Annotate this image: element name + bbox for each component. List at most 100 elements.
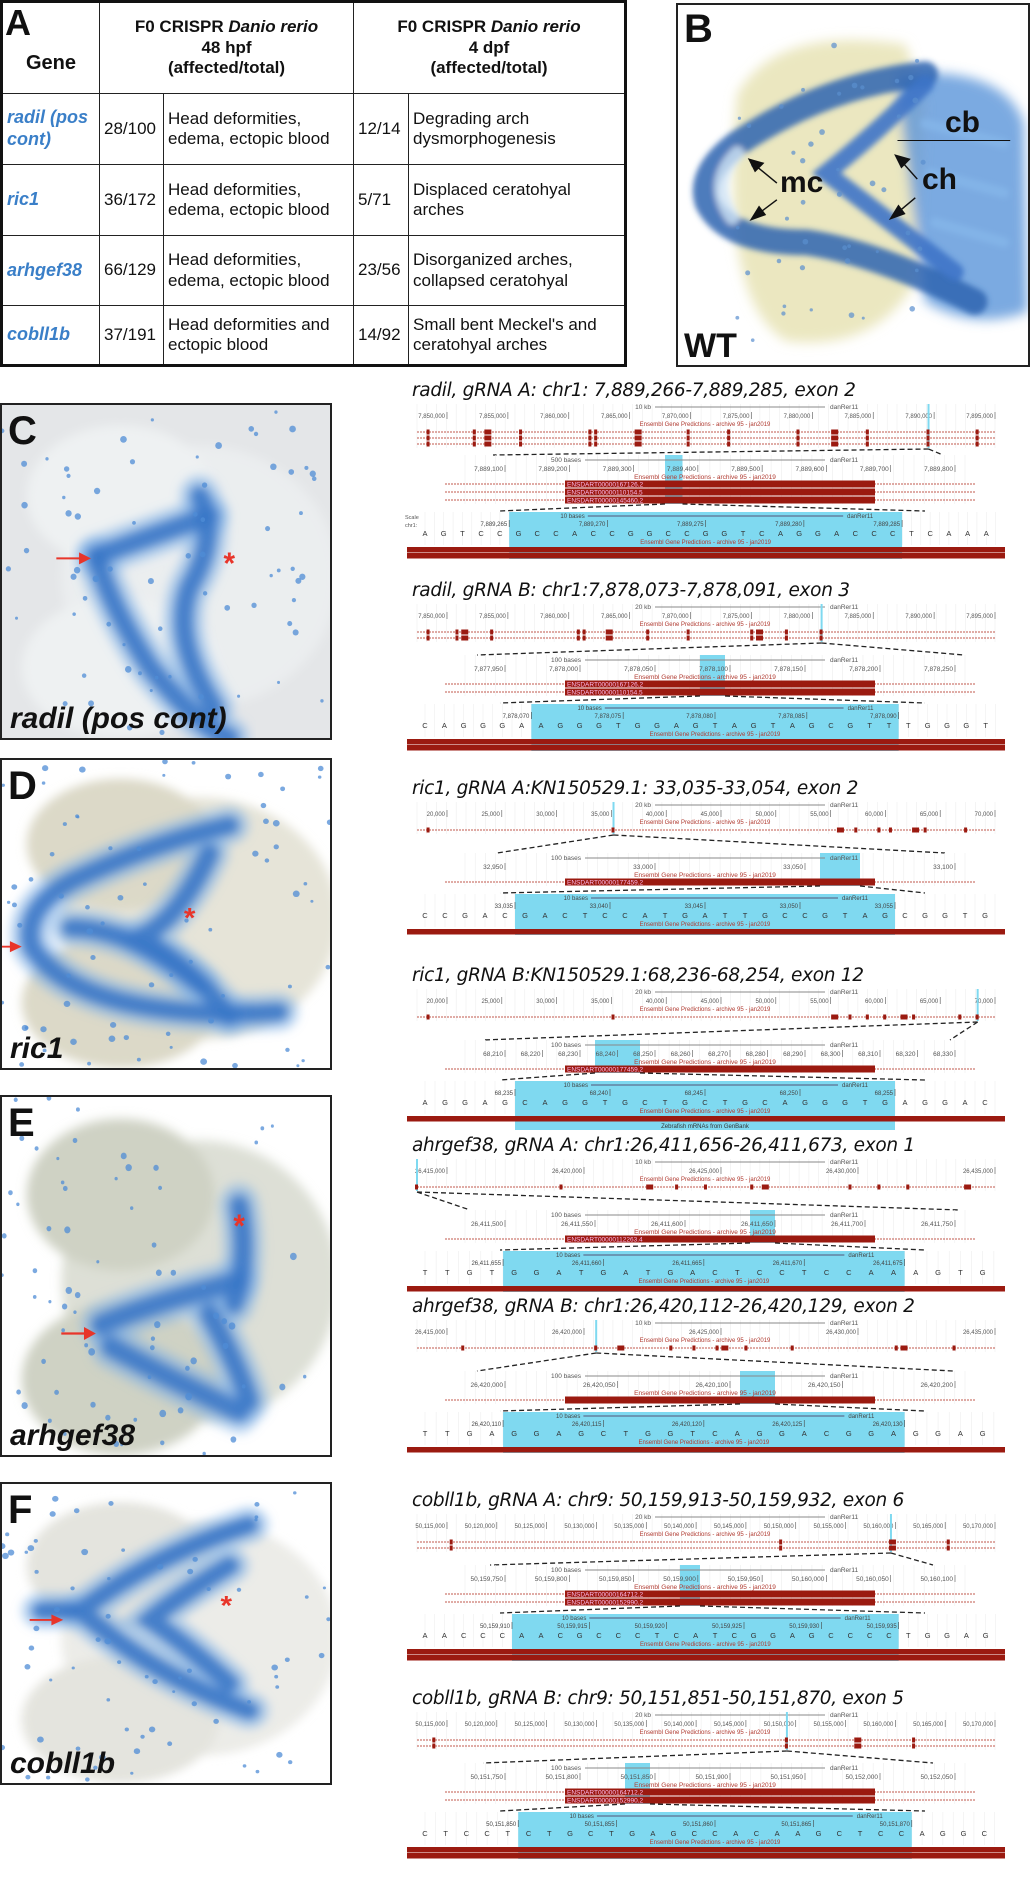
pigment-dot [326, 1617, 330, 1622]
pigment-dot [71, 1666, 75, 1670]
exon [461, 635, 469, 641]
pigment-dot [737, 116, 741, 120]
exon [634, 441, 642, 447]
pigment-dot [263, 818, 269, 825]
pigment-dot [894, 78, 900, 84]
pigment-dot [201, 482, 208, 488]
pigment-dot [124, 1727, 129, 1732]
exon [484, 441, 492, 447]
scale-label: 100 bases [551, 1765, 582, 1772]
track-label: Ensembl Gene Predictions - archive 95 - … [640, 1338, 771, 1344]
pigment-dot [61, 1303, 68, 1310]
tick-label: 25,000 [481, 812, 500, 818]
pigment-dot [274, 410, 278, 414]
scale-label: 20 kb [635, 1514, 651, 1521]
pigment-dot [221, 1318, 228, 1325]
gene-label: arhgef38 [10, 1419, 136, 1452]
pigment-dot [215, 442, 222, 449]
pigment-dot [908, 74, 914, 81]
pigment-dot [914, 268, 919, 273]
pigment-dot [784, 216, 789, 221]
exon-block [565, 680, 875, 688]
genome-track: 20 kb danRer11 20,000 25,000 30,000 35,000 40,… [407, 989, 1005, 1130]
pigment-dot [157, 1563, 164, 1570]
tick-label: 55,000 [810, 812, 829, 818]
pigment-dot [28, 877, 34, 882]
pigment-dot [909, 306, 916, 312]
pigment-dot [148, 1726, 156, 1733]
exon [634, 435, 642, 441]
scale-label: 20 kb [635, 802, 651, 809]
target-marker [612, 802, 615, 834]
pigment-dot [881, 187, 887, 193]
pigment-dot [292, 890, 300, 898]
overview-region: 10 kb danRer11 26,415,000 26,420,000 26,425,… [415, 1320, 996, 1352]
pigment-dot [5, 566, 12, 572]
pigment-dot [287, 1760, 293, 1765]
pigment-dot [260, 802, 267, 809]
tick-label: 50,135,000 [614, 1722, 645, 1728]
genome-track: 20 kb danRer11 7,850,000 7,855,000 7,860,000… [407, 604, 1005, 751]
exon [686, 629, 690, 635]
pigment-dot [125, 1164, 132, 1172]
zoom-connector [499, 885, 821, 894]
tick-label: 26,420,150 [808, 1382, 841, 1389]
pigment-dot [276, 568, 281, 573]
zoom-connector [859, 885, 926, 894]
exon [848, 1184, 852, 1190]
exon-block [565, 1788, 875, 1796]
pigment-dot [95, 1637, 101, 1642]
exon [704, 1184, 707, 1190]
pigment-dot [52, 1495, 59, 1502]
tick-label: 26,420,120 [672, 1422, 703, 1428]
tick-label: 50,151,870 [880, 1822, 911, 1828]
exon [926, 441, 930, 447]
exon [958, 1014, 962, 1020]
cartilage-arch [90, 1270, 249, 1336]
sequence-region: 10 bases danRer11 50,151,850 50,151,855 50,1… [407, 1812, 1005, 1859]
tick-label: 50,125,000 [515, 1722, 546, 1728]
tick-label: 26,411,700 [831, 1221, 863, 1228]
tick-label: 50,151,950 [770, 1774, 803, 1781]
pigment-dot [293, 1491, 297, 1495]
pigment-dot [60, 1180, 65, 1185]
label-cb: cb [945, 106, 981, 139]
exon [605, 629, 613, 635]
pigment-dot [140, 1734, 145, 1739]
tick-label: 45,000 [701, 812, 720, 818]
pigment-dot [837, 91, 842, 96]
tick-label: 26,430,000 [826, 1169, 857, 1175]
overview-region: 20 kb danRer11 20,000 25,000 30,000 35,000 40,… [416, 802, 996, 834]
pigment-dot [16, 1202, 20, 1207]
tick-label: 26,430,000 [826, 1330, 857, 1336]
asterisk-icon: * [233, 1208, 245, 1245]
pigment-dot [49, 851, 55, 857]
tick-label: 20,000 [427, 812, 446, 818]
tick-label: 7,870,000 [662, 614, 689, 620]
zoom-connector [499, 1242, 751, 1251]
zoom-region: 100 bases danRer11 26,411,500 26,411,550 26,… [445, 1210, 975, 1243]
tick-label: 26,411,600 [651, 1221, 683, 1228]
tick-label: 26,420,100 [695, 1382, 728, 1389]
pigment-dot [322, 1586, 327, 1590]
pigment-dot [191, 760, 196, 765]
pigment-dot [75, 814, 80, 819]
pigment-dot [120, 1152, 127, 1160]
exon [611, 827, 615, 833]
tick-label: 33,035 [495, 904, 514, 910]
red-arrow-icon [51, 1614, 64, 1626]
tick-label: 50,159,930 [789, 1624, 820, 1630]
exon [796, 441, 800, 447]
panel-label-c: C [8, 409, 37, 453]
pigment-dot [252, 850, 259, 857]
pigment-dot [142, 882, 147, 886]
pigment-dot [220, 994, 225, 998]
tick-label: 26,411,665 [672, 1261, 702, 1267]
header-stage: 4 dpf [468, 37, 510, 57]
pigment-dot [126, 724, 133, 731]
pigment-dot [296, 1064, 300, 1068]
genome-track: 10 kb danRer11 7,850,000 7,855,000 7,860,000… [405, 404, 1005, 559]
tick-label: 50,155,000 [814, 1722, 845, 1728]
tick-label: 50,152,050 [920, 1774, 953, 1781]
pigment-dot [847, 244, 851, 249]
